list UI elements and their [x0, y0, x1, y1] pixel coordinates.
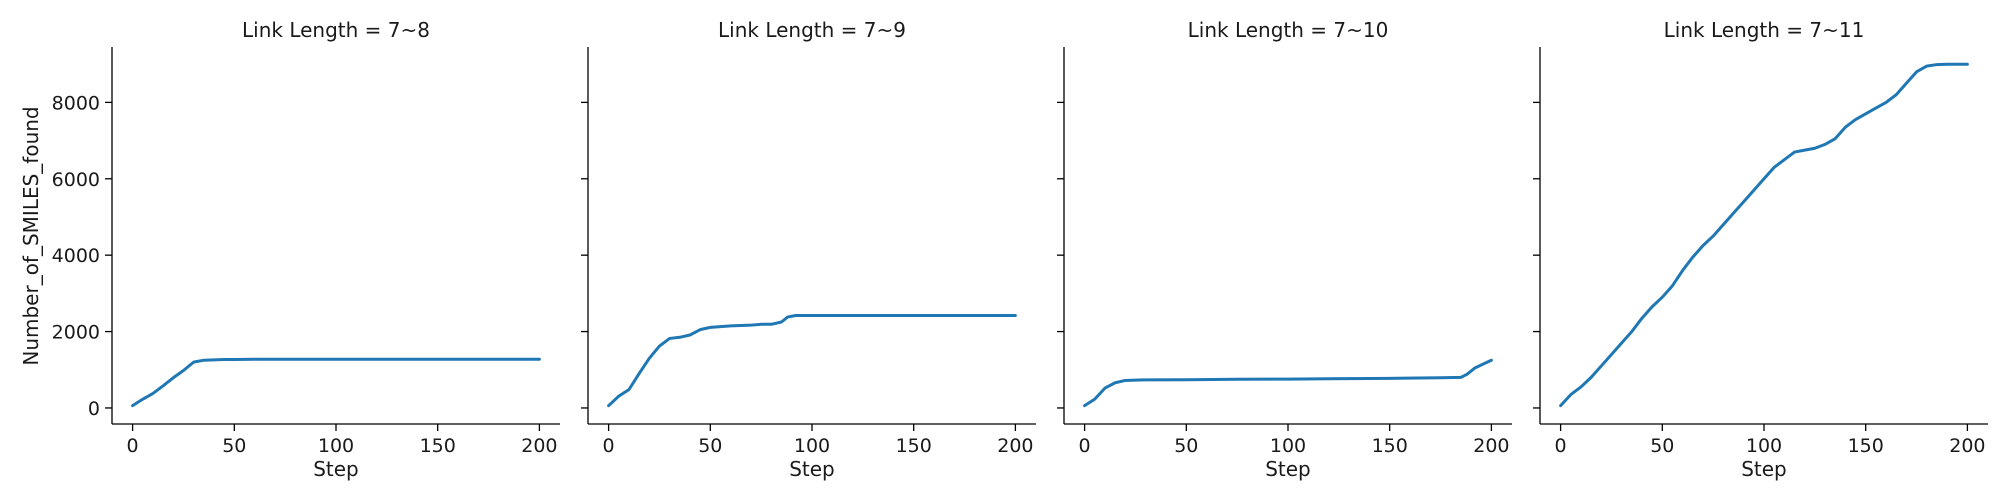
x-tick-label: 100	[1270, 435, 1306, 457]
x-tick-label: 150	[420, 435, 456, 457]
x-tick-label: 200	[997, 435, 1033, 457]
chart-panel-4: Link Length = 7~11 0 50 100 150 200 Step	[1533, 18, 1988, 481]
x-tick-label: 100	[794, 435, 830, 457]
x-tick-label: 150	[896, 435, 932, 457]
x-tick-label: 0	[603, 435, 615, 457]
chart-panel-3: Link Length = 7~10 0 50 100 150 200 Step	[1057, 18, 1512, 481]
x-axis-label: Step	[1265, 457, 1311, 481]
x-tick-label: 200	[1949, 435, 1985, 457]
x-tick-label: 100	[1746, 435, 1782, 457]
y-tick-label: 0	[88, 398, 100, 420]
x-axis-label: Step	[1741, 457, 1787, 481]
x-tick-label: 50	[1174, 435, 1198, 457]
x-tick-label: 0	[127, 435, 139, 457]
series-line	[1083, 358, 1493, 408]
y-tick-label: 6000	[52, 169, 100, 191]
panel-title: Link Length = 7~10	[1188, 18, 1389, 42]
y-tick-label: 8000	[52, 92, 100, 114]
panel-title: Link Length = 7~9	[718, 18, 906, 42]
y-tick-label: 2000	[52, 322, 100, 344]
x-tick-label: 150	[1848, 435, 1884, 457]
series-line	[607, 314, 1017, 408]
x-tick-label: 50	[222, 435, 246, 457]
x-tick-label: 50	[1650, 435, 1674, 457]
x-tick-label: 200	[521, 435, 557, 457]
x-tick-label: 50	[698, 435, 722, 457]
chart-panel-2: Link Length = 7~9 0 50 100 150 200 Step	[581, 18, 1036, 481]
series-line	[1559, 62, 1969, 408]
x-tick-label: 200	[1473, 435, 1509, 457]
x-axis-label: Step	[789, 457, 835, 481]
x-tick-label: 100	[318, 435, 354, 457]
panel-title: Link Length = 7~11	[1664, 18, 1865, 42]
chart-panels: Link Length = 7~80 50 100 150 20002000400060…	[52, 18, 1988, 481]
x-tick-label: 0	[1079, 435, 1091, 457]
chart-panel-1: Link Length = 7~80 50 100 150 20002000400060…	[52, 18, 560, 481]
series-line	[131, 357, 541, 408]
y-tick-label: 4000	[52, 245, 100, 267]
panel-title: Link Length = 7~8	[242, 18, 430, 42]
x-tick-label: 150	[1372, 435, 1408, 457]
x-tick-label: 0	[1555, 435, 1567, 457]
y-axis-label: Number_of_SMILES_found	[19, 106, 43, 365]
x-axis-label: Step	[313, 457, 359, 481]
